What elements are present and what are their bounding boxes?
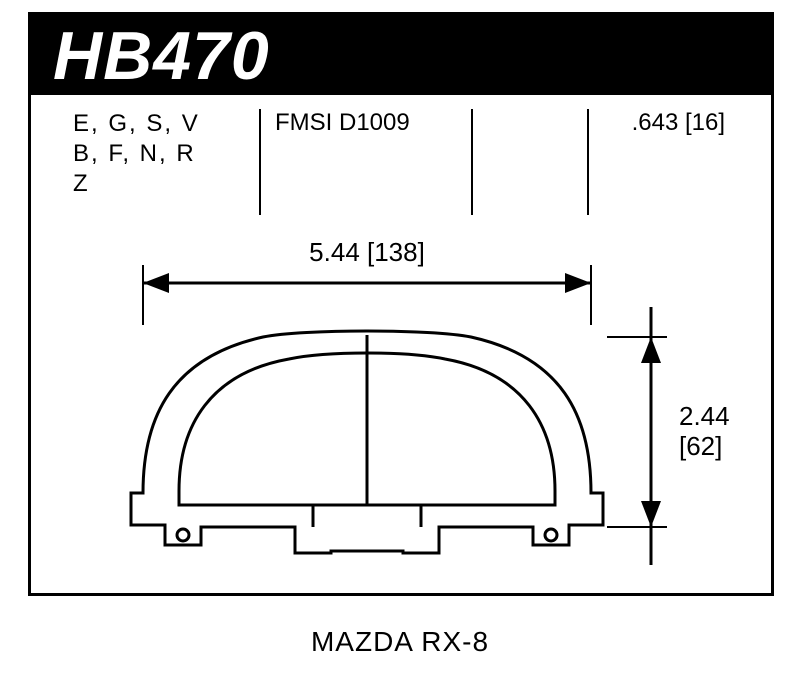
diagram-area: 5.44 [138]: [31, 225, 771, 595]
brake-pad-drawing: 5.44 [138]: [31, 225, 774, 595]
separator-2: [471, 109, 473, 215]
width-dimension: 5.44 [138]: [143, 237, 591, 325]
separator-3: [587, 109, 589, 215]
separator-1: [259, 109, 261, 215]
pad-outline: [131, 331, 603, 553]
spec-row: E, G, S, V B, F, N, R Z FMSI D1009 .643 …: [31, 109, 771, 219]
codes-line-2: B, F, N, R: [73, 139, 233, 169]
height-value-mm: [62]: [679, 431, 722, 461]
codes-line-3: Z: [73, 169, 233, 199]
diagram-frame: HB470 E, G, S, V B, F, N, R Z FMSI D1009…: [28, 12, 774, 596]
height-value-in: 2.44: [679, 401, 730, 431]
header-bar: HB470: [31, 15, 771, 95]
codes-line-1: E, G, S, V: [73, 109, 233, 139]
product-name: MAZDA RX-8: [0, 626, 800, 658]
compound-codes-col: E, G, S, V B, F, N, R Z: [73, 109, 233, 199]
height-dimension: 2.44 [62]: [607, 307, 730, 565]
thickness-label: .643 [16]: [632, 109, 725, 137]
part-number: HB470: [53, 17, 270, 95]
fmsi-label: FMSI D1009: [275, 109, 410, 137]
width-value: 5.44 [138]: [309, 237, 425, 267]
